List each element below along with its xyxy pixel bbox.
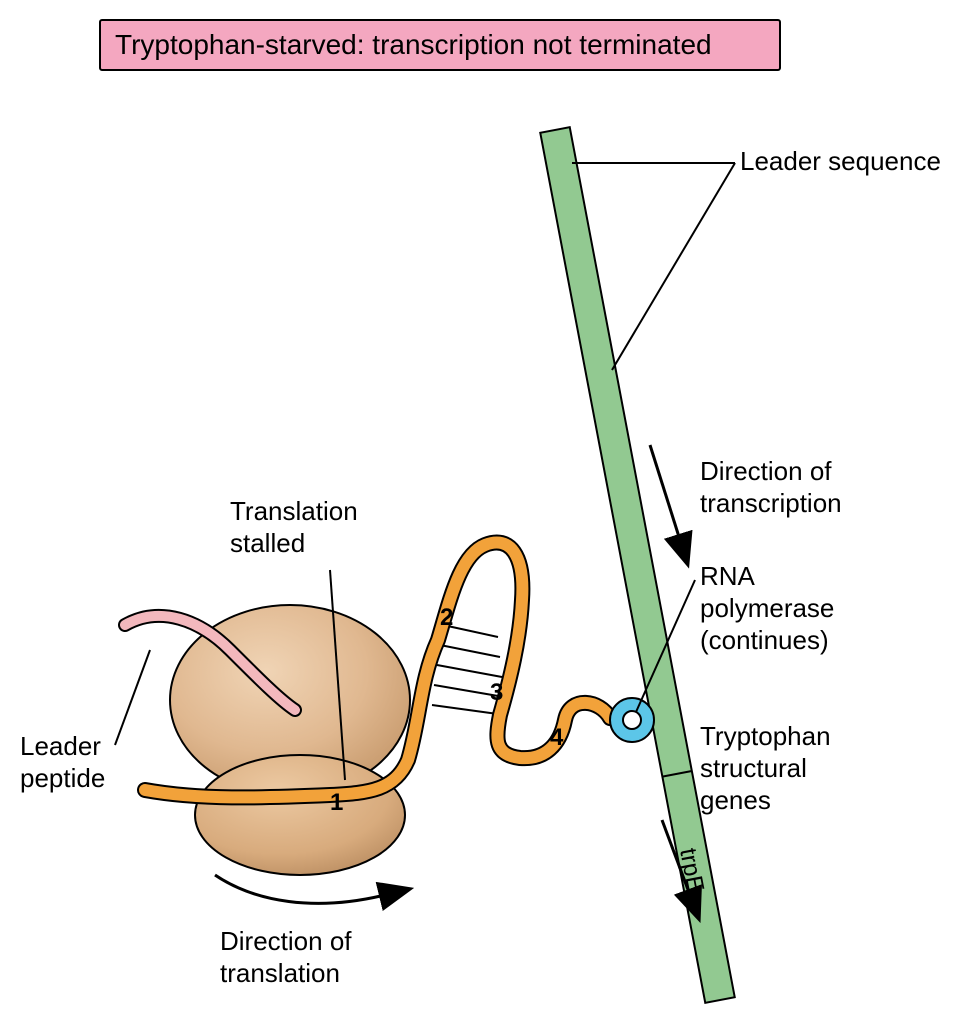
label-rna-polymerase: RNA polymerase (continues) <box>700 561 842 655</box>
label-direction-transcription: Direction of transcription <box>700 456 842 518</box>
label-tryptophan-genes: Tryptophan structural genes <box>700 721 838 815</box>
region-number-3: 3 <box>490 679 503 706</box>
label-translation-stalled: Translation stalled <box>230 496 365 558</box>
rna-polymerase <box>610 698 654 742</box>
label-leader-peptide: Leader peptide <box>20 731 108 793</box>
label-direction-translation: Direction of translation <box>220 926 359 988</box>
region-number-2: 2 <box>440 604 453 631</box>
diagram-canvas: Tryptophan-starved: transcription not te… <box>0 0 972 1028</box>
region-number-1: 1 <box>330 789 343 816</box>
label-leader-sequence: Leader sequence <box>740 146 941 176</box>
title-text: Tryptophan-starved: transcription not te… <box>115 29 712 60</box>
ribosome <box>170 605 410 875</box>
region-number-4: 4 <box>550 724 564 751</box>
